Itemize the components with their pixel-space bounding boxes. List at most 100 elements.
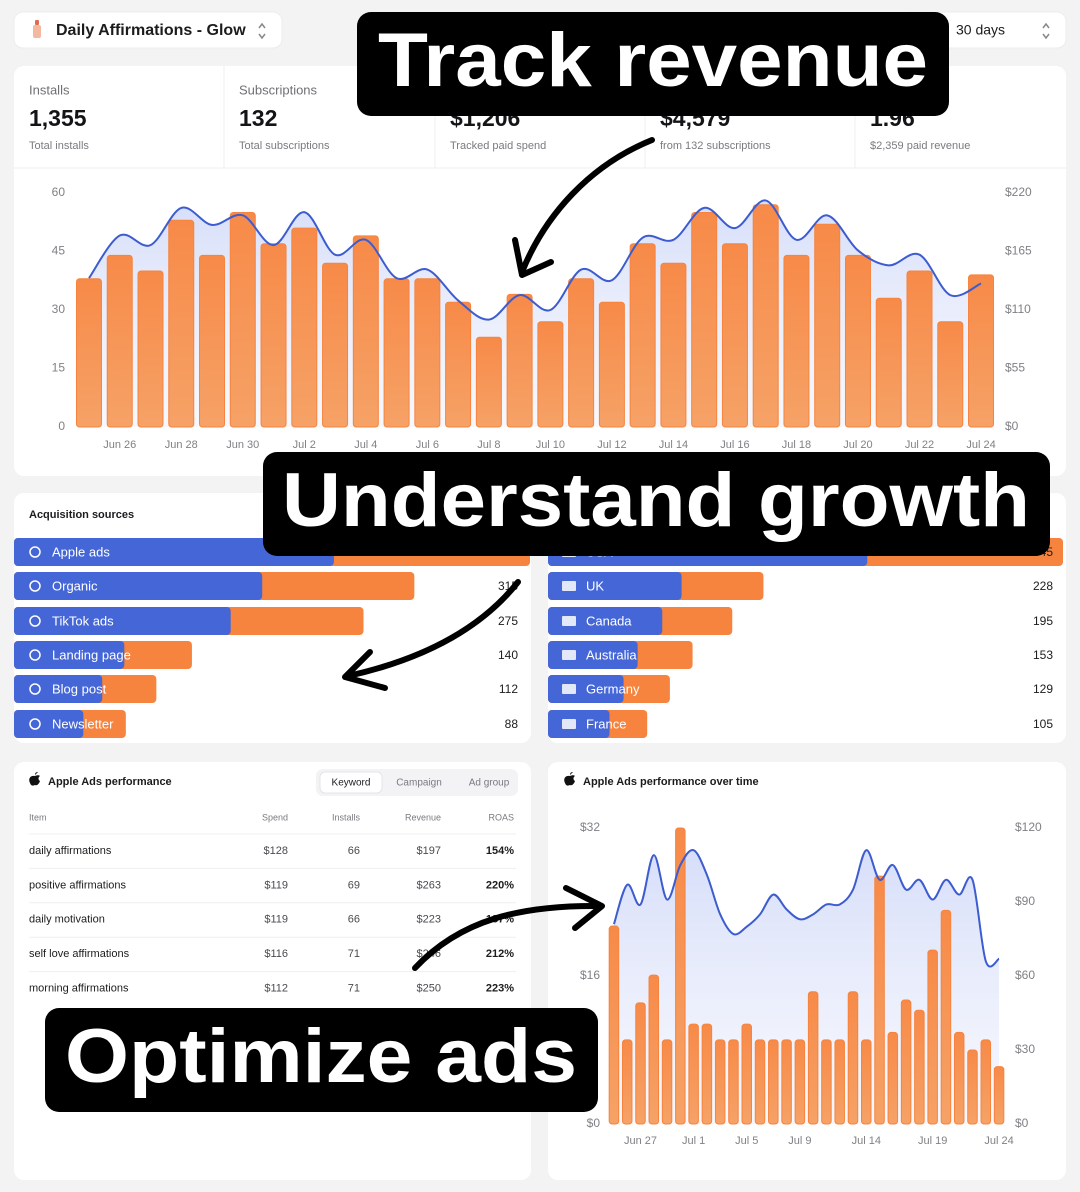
table-cell: 212% xyxy=(486,948,514,960)
tab[interactable]: Ad group xyxy=(469,778,510,789)
bar-highlight xyxy=(14,538,334,566)
bar xyxy=(199,254,226,428)
bar xyxy=(768,1039,779,1125)
bar xyxy=(754,1039,766,1125)
tab[interactable]: Campaign xyxy=(396,778,442,789)
tab[interactable]: Keyword xyxy=(332,778,371,789)
table-cell: daily motivation xyxy=(29,914,105,926)
bar xyxy=(701,1023,713,1125)
y2-tick-label: $0 xyxy=(1015,1116,1029,1130)
table-cell: $112 xyxy=(264,983,288,995)
bar xyxy=(445,301,472,428)
arrow-head xyxy=(512,237,554,278)
bar xyxy=(834,1039,845,1125)
callout-box xyxy=(357,12,949,116)
bar xyxy=(137,270,164,428)
x-tick-label: Jul 20 xyxy=(843,439,872,451)
bar-highlight xyxy=(548,607,663,635)
table-header: Item xyxy=(29,812,47,822)
x-tick-label: Jun 28 xyxy=(165,439,198,451)
stat-caption: Tracked paid spend xyxy=(450,140,546,152)
bar xyxy=(752,204,779,428)
bar-label: France xyxy=(586,716,626,731)
x-tick-label: Jun 27 xyxy=(624,1135,657,1147)
bar-highlight xyxy=(548,572,682,600)
bar xyxy=(648,974,660,1125)
table-cell: $119 xyxy=(264,914,288,926)
bar-highlight xyxy=(548,710,610,738)
stat-label: Subscriptions xyxy=(239,82,318,97)
bar-label: TikTok ads xyxy=(52,613,114,628)
stat-caption: $2,359 paid revenue xyxy=(870,140,970,152)
bar xyxy=(844,254,871,428)
table-cell: $263 xyxy=(417,879,441,891)
bar xyxy=(675,827,686,1125)
y2-tick-label: $55 xyxy=(1005,361,1025,375)
y2-tick-label: $90 xyxy=(1015,894,1035,908)
x-tick-label: Jul 1 xyxy=(682,1135,705,1147)
x-tick-label: Jul 18 xyxy=(782,439,811,451)
bar xyxy=(821,1039,832,1125)
bar xyxy=(993,1066,1005,1125)
y-tick-label: $16 xyxy=(580,968,600,982)
flag-icon xyxy=(562,650,576,660)
app-icon-cap xyxy=(35,20,39,25)
bar xyxy=(940,909,952,1125)
arrow-head xyxy=(563,885,605,931)
x-tick-label: Jul 16 xyxy=(720,439,749,451)
y2-tick-label: $0 xyxy=(1005,419,1019,433)
x-tick-label: Jun 30 xyxy=(226,439,259,451)
y2-tick-label: $60 xyxy=(1015,968,1035,982)
x-tick-label: Jul 24 xyxy=(984,1135,1013,1147)
x-tick-label: Jul 14 xyxy=(659,439,688,451)
bar-label: Germany xyxy=(586,681,640,696)
bar xyxy=(568,278,595,428)
arrow xyxy=(345,579,521,679)
bar-value: 105 xyxy=(1033,717,1053,731)
apple-icon xyxy=(564,772,575,786)
tab-active[interactable] xyxy=(319,771,383,794)
y2-tick-label: $30 xyxy=(1015,1042,1035,1056)
arrow xyxy=(412,902,603,971)
arrow xyxy=(519,137,655,275)
bar xyxy=(980,1039,992,1125)
bar-highlight xyxy=(548,641,638,669)
bar xyxy=(728,1039,739,1125)
y-tick-label: 15 xyxy=(52,361,66,375)
bar xyxy=(741,1023,752,1125)
bar xyxy=(914,1009,925,1125)
bar-label: Apple ads xyxy=(52,544,110,559)
source-icon xyxy=(29,649,41,661)
bar xyxy=(781,1039,792,1125)
y-tick-label: 30 xyxy=(52,302,66,316)
chevron xyxy=(1042,22,1050,40)
y-tick-label: 45 xyxy=(52,244,66,258)
bar-label: Landing page xyxy=(52,647,131,662)
x-tick-label: Jul 10 xyxy=(536,439,565,451)
bar-label: Canada xyxy=(586,613,632,628)
bar-label: Australia xyxy=(586,647,637,662)
bar xyxy=(260,243,287,428)
bar-highlight xyxy=(14,641,125,669)
bar xyxy=(906,270,933,428)
bar xyxy=(537,321,564,428)
card-title: Apple Ads performance over time xyxy=(583,776,759,788)
x-tick-label: Jul 6 xyxy=(416,439,439,451)
stat-caption: from 132 subscriptions xyxy=(660,140,771,152)
app-selector[interactable] xyxy=(13,11,283,49)
callout: Understand growth xyxy=(282,458,1030,543)
bar xyxy=(861,1039,872,1125)
bar xyxy=(661,1039,673,1125)
y2-tick-label: $220 xyxy=(1005,185,1032,199)
table-cell: $128 xyxy=(264,845,288,857)
bar xyxy=(714,1039,726,1125)
table-cell: 223% xyxy=(486,983,514,995)
x-tick-label: Jul 9 xyxy=(788,1135,811,1147)
bar xyxy=(927,949,938,1125)
table-cell: positive affirmations xyxy=(29,879,127,891)
bar xyxy=(874,875,885,1125)
bar-value: 112 xyxy=(499,682,518,696)
bar xyxy=(691,212,718,428)
